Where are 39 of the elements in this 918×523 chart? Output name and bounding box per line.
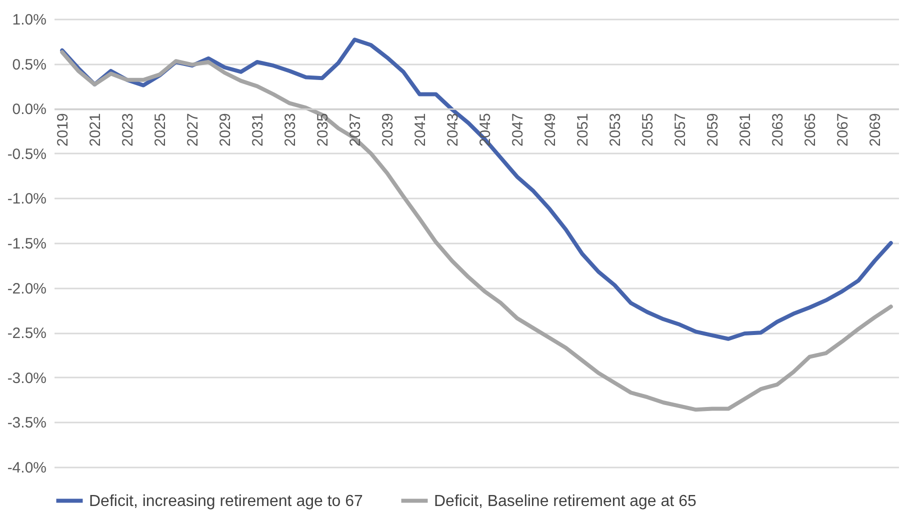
x-tick-label: 2049 [542, 113, 560, 146]
x-tick-label: 2045 [477, 113, 494, 146]
x-tick-label: 2067 [834, 113, 852, 146]
y-tick-label: -3.5% [7, 414, 46, 432]
x-tick-label: 2021 [87, 113, 104, 146]
legend-label: Deficit, increasing retirement age to 67 [89, 492, 364, 510]
x-tick-label: 2043 [444, 113, 462, 146]
x-tick-label: 2053 [607, 113, 624, 146]
x-tick-label: 2059 [704, 113, 722, 146]
x-tick-label: 2033 [282, 113, 300, 146]
x-tick-label: 2029 [217, 113, 234, 146]
x-tick-label: 2019 [54, 113, 72, 146]
x-tick-label: 2041 [412, 113, 430, 146]
x-tick-label: 2061 [737, 113, 754, 146]
y-tick-label: -2.5% [7, 325, 46, 342]
x-tick-label: 2069 [867, 113, 884, 146]
x-tick-label: 2065 [802, 113, 820, 146]
x-tick-label: 2031 [250, 113, 267, 146]
x-tick-label: 2025 [152, 113, 170, 146]
x-tick-label: 2047 [510, 113, 527, 146]
y-tick-label: -1.5% [7, 236, 46, 252]
x-tick-label: 2063 [770, 113, 787, 146]
y-tick-label: -1.0% [7, 190, 46, 208]
legend-label: Deficit, Baseline retirement age at 65 [434, 492, 696, 510]
x-tick-label: 2037 [347, 113, 364, 146]
y-tick-label: -0.5% [7, 146, 46, 163]
x-tick-label: 2057 [672, 113, 690, 146]
x-tick-label: 2035 [314, 113, 332, 146]
y-tick-label: 0.5% [12, 56, 46, 74]
y-tick-label: -2.0% [7, 280, 46, 298]
x-tick-label: 2055 [640, 113, 657, 146]
y-tick-label: -3.0% [7, 370, 46, 387]
x-tick-label: 2039 [380, 113, 397, 146]
y-tick-label: 1.0% [12, 12, 46, 28]
y-tick-label: 0.0% [12, 101, 46, 118]
x-tick-label: 2027 [184, 113, 202, 146]
y-tick-label: -4.0% [7, 460, 46, 476]
x-tick-label: 2051 [574, 113, 592, 146]
x-tick-label: 2023 [120, 113, 137, 146]
